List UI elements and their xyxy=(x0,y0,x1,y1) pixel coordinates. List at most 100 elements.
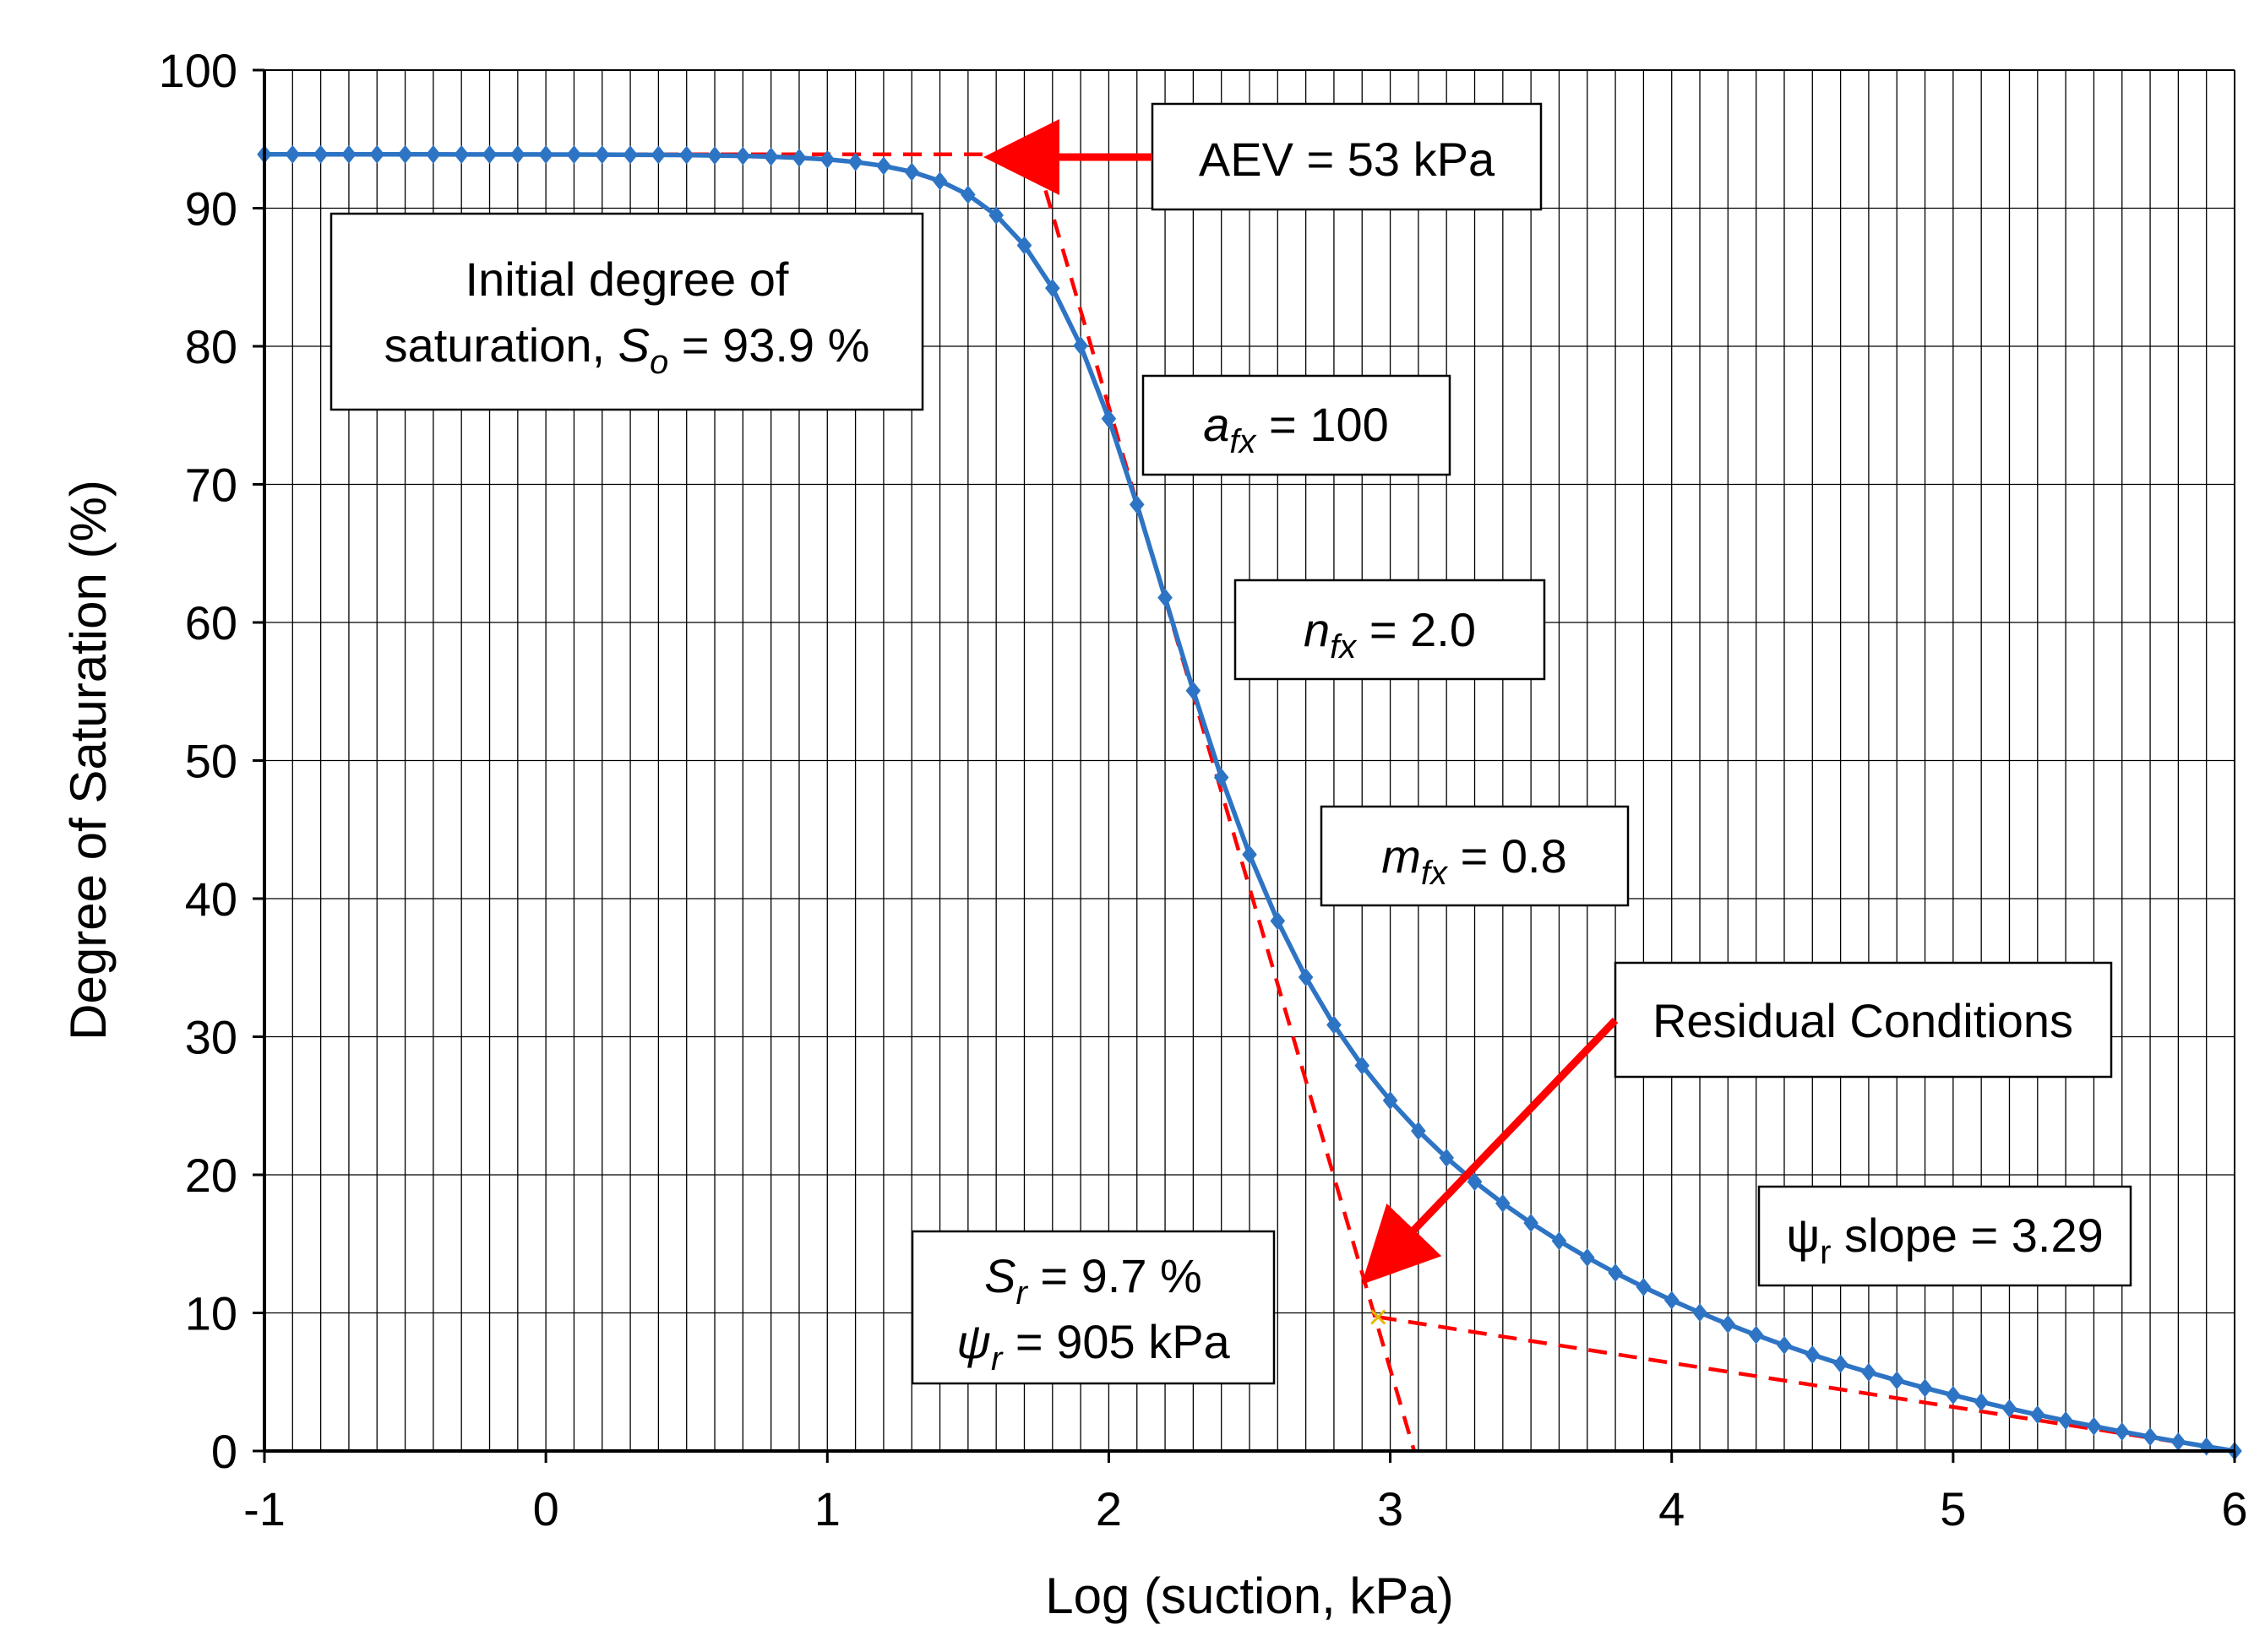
y-tick-label: 70 xyxy=(185,459,237,512)
data-point xyxy=(1974,1392,1989,1411)
data-point xyxy=(1298,968,1314,987)
residual-construction-line xyxy=(1377,1315,2235,1454)
data-point xyxy=(1016,236,1032,255)
residual-values-box xyxy=(911,1230,1276,1385)
data-point xyxy=(1832,1354,1848,1373)
x-tick-label: 4 xyxy=(1658,1482,1685,1535)
data-point xyxy=(1157,588,1173,607)
y-axis-title: Degree of Saturation (%) xyxy=(60,480,117,1041)
data-point xyxy=(1805,1345,1821,1365)
sr-label: Sr = 9.7 % xyxy=(984,1249,1202,1312)
data-point xyxy=(735,146,751,166)
data-point xyxy=(651,145,667,165)
data-point xyxy=(904,162,920,182)
data-point xyxy=(1692,1303,1707,1323)
data-point xyxy=(961,185,976,204)
initial-saturation-line2: saturation, So = 93.9 % xyxy=(384,318,870,381)
y-tick-label: 60 xyxy=(185,596,237,649)
data-point xyxy=(1551,1231,1567,1251)
psir-label: ψr = 905 kPa xyxy=(956,1315,1230,1378)
data-point xyxy=(1045,279,1060,298)
aev-annotation: AEV = 53 kPa xyxy=(983,102,1543,211)
residual-point-marker xyxy=(1370,1309,1386,1325)
y-tick-label: 90 xyxy=(185,182,237,236)
y-tick-label: 100 xyxy=(159,44,237,97)
data-point xyxy=(313,144,329,164)
x-tick-label: 3 xyxy=(1377,1482,1403,1535)
residual-values-annotation: Sr = 9.7 % ψr = 905 kPa xyxy=(911,1230,1276,1385)
data-point xyxy=(594,145,610,165)
afx-annotation: afx = 100 xyxy=(1141,374,1451,476)
axes xyxy=(253,68,2236,1463)
x-tick-label: 5 xyxy=(1940,1482,1966,1535)
nfx-box xyxy=(1233,579,1546,681)
initial-saturation-box xyxy=(329,212,924,411)
data-point xyxy=(2086,1416,2102,1436)
data-point xyxy=(2170,1432,2186,1452)
data-point xyxy=(1523,1213,1538,1232)
y-tick-label: 30 xyxy=(185,1011,237,1064)
data-point xyxy=(2114,1422,2130,1442)
data-point xyxy=(1636,1277,1652,1296)
data-point xyxy=(285,144,301,164)
saturation-series xyxy=(257,144,2242,1460)
psi-slope-label: ψr slope = 3.29 xyxy=(1786,1209,2104,1271)
data-point xyxy=(510,144,525,164)
data-point xyxy=(1439,1148,1454,1167)
data-point xyxy=(1185,681,1201,700)
data-point xyxy=(623,145,638,165)
mfx-label: mfx = 0.8 xyxy=(1381,829,1566,892)
data-point xyxy=(341,144,357,164)
x-tick-label: -1 xyxy=(243,1482,286,1535)
data-point xyxy=(1777,1335,1792,1355)
tangent-construction-line xyxy=(1035,160,1417,1452)
data-point xyxy=(1663,1291,1680,1310)
y-tick-label: 20 xyxy=(185,1149,237,1202)
aev-label: AEV = 53 kPa xyxy=(1199,133,1495,186)
data-point xyxy=(369,144,385,164)
data-point xyxy=(988,205,1004,225)
psi-slope-box xyxy=(1757,1185,2132,1287)
data-point xyxy=(932,171,948,191)
y-tick-label: 50 xyxy=(185,735,237,788)
data-point xyxy=(1495,1193,1511,1213)
data-point xyxy=(1608,1263,1623,1283)
data-point xyxy=(482,144,498,164)
y-tick-label: 40 xyxy=(185,872,237,926)
x-tick-label: 2 xyxy=(1096,1482,1122,1535)
data-point xyxy=(1748,1325,1764,1345)
x-tick-label: 6 xyxy=(2221,1482,2247,1535)
x-axis-title: Log (suction, kPa) xyxy=(1045,1568,1454,1624)
initial-saturation-line1: Initial degree of xyxy=(466,253,789,306)
data-point xyxy=(397,144,413,164)
data-point xyxy=(1411,1122,1426,1141)
data-point xyxy=(426,144,441,164)
data-point xyxy=(2058,1411,2073,1431)
data-point xyxy=(1382,1091,1398,1111)
data-point xyxy=(847,152,863,171)
data-point xyxy=(1354,1056,1370,1075)
initial-saturation-annotation: Initial degree of saturation, So = 93.9 … xyxy=(329,212,924,411)
mfx-box xyxy=(1320,805,1630,907)
data-point xyxy=(1917,1378,1933,1398)
data-point xyxy=(1326,1015,1342,1035)
data-point xyxy=(454,144,469,164)
data-point xyxy=(1213,768,1229,787)
residual-label: Residual Conditions xyxy=(1652,994,2073,1047)
psi-slope-annotation: ψr slope = 3.29 xyxy=(1757,1185,2132,1287)
data-point xyxy=(1889,1371,1905,1390)
data-point xyxy=(678,145,694,165)
mfx-annotation: mfx = 0.8 xyxy=(1320,805,1630,907)
data-point xyxy=(566,145,582,165)
afx-box xyxy=(1141,374,1451,476)
data-point xyxy=(1270,911,1286,931)
x-tick-label: 0 xyxy=(533,1482,559,1535)
residual-box xyxy=(1614,961,2113,1079)
aev-box xyxy=(1151,102,1543,211)
data-point xyxy=(1101,409,1117,428)
residual-annotation: Residual Conditions xyxy=(1361,961,2113,1285)
data-point xyxy=(1720,1314,1736,1334)
data-point xyxy=(2142,1427,2158,1447)
data-point xyxy=(1579,1247,1595,1267)
